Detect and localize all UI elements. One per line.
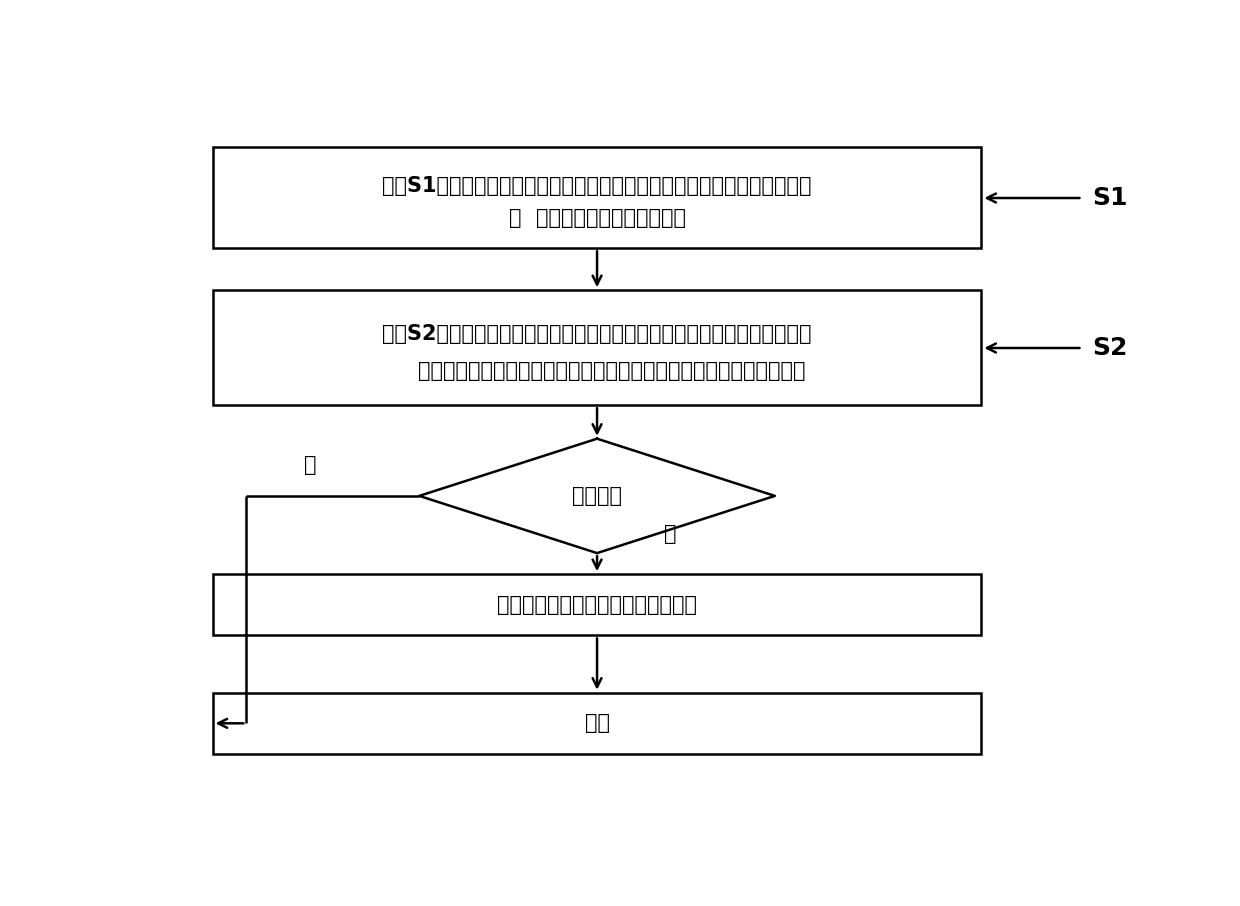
Text: 测试以得到测试结果，用户根据测试结果判断射频信号的偏差是否合格: 测试以得到测试结果，用户根据测试结果判断射频信号的偏差是否合格 — [389, 361, 805, 381]
Text: 是否合格: 是否合格 — [572, 486, 622, 506]
FancyBboxPatch shape — [213, 692, 982, 754]
FancyBboxPatch shape — [213, 574, 982, 635]
Text: 步骤S2、用户通过控制端控制无线局域网测试仪对被测器件的射频信号进行: 步骤S2、用户通过控制端控制无线局域网测试仪对被测器件的射频信号进行 — [382, 323, 812, 344]
Text: 另  一端连接无线局域网测试仪: 另 一端连接无线局域网测试仪 — [508, 207, 686, 228]
Text: S2: S2 — [1092, 336, 1127, 360]
Text: 步骤S1、被测器件的射频端口通过铜管连接件连接射频线的一端，射频线的: 步骤S1、被测器件的射频端口通过铜管连接件连接射频线的一端，射频线的 — [382, 176, 812, 196]
Text: 用户对被测器件的晶体电路进行调节: 用户对被测器件的晶体电路进行调节 — [497, 594, 697, 615]
Text: 否: 否 — [665, 525, 677, 545]
Text: S1: S1 — [1092, 186, 1127, 210]
FancyBboxPatch shape — [213, 147, 982, 248]
Text: 是: 是 — [304, 455, 316, 475]
FancyBboxPatch shape — [213, 290, 982, 405]
Text: 退出: 退出 — [584, 713, 610, 733]
